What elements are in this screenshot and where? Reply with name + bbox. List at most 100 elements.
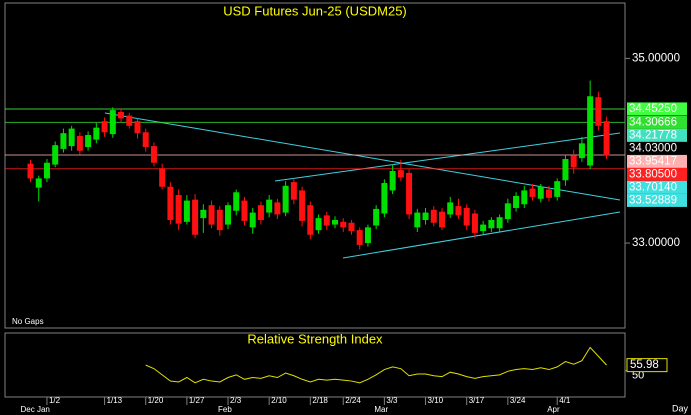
candle-body xyxy=(323,215,330,226)
level-label-box xyxy=(627,115,687,129)
y-tick-label: 35.00000 xyxy=(632,52,680,64)
level-label-box xyxy=(627,167,687,181)
candle-body xyxy=(142,132,149,148)
x-tick-label: 1/2 xyxy=(49,396,61,405)
x-tick-label: 1/13 xyxy=(107,396,123,405)
candle-body xyxy=(27,163,34,179)
candle-body xyxy=(299,190,306,221)
candle-body xyxy=(43,162,50,179)
candle-body xyxy=(208,205,215,225)
candle-body xyxy=(455,206,462,216)
candle-body xyxy=(175,195,182,224)
candle-body xyxy=(356,230,363,245)
trend-line xyxy=(342,211,621,259)
candle-body xyxy=(595,97,602,126)
rsi-panel xyxy=(4,332,626,398)
last-value-box xyxy=(626,358,668,373)
candle-body xyxy=(150,146,157,163)
candle-body xyxy=(381,183,388,214)
candle-body xyxy=(422,212,429,220)
x-tick-label: 3/3 xyxy=(386,396,398,405)
candle-body xyxy=(537,186,544,199)
candle-body xyxy=(332,219,339,225)
candle-body xyxy=(60,133,67,149)
x-tick-label: 2/18 xyxy=(312,396,328,405)
y-tick-label: 50 xyxy=(632,369,644,381)
candle-body xyxy=(603,121,610,156)
candle-body xyxy=(554,181,561,197)
candle-body xyxy=(241,200,248,221)
candle-body xyxy=(521,190,528,205)
candle-body xyxy=(68,128,75,147)
candle-body xyxy=(471,213,478,233)
level-label: 33.70140 xyxy=(629,181,677,193)
candle-body xyxy=(192,199,199,235)
candle-body xyxy=(513,195,520,208)
x-tick-label: 3/10 xyxy=(428,396,444,405)
x-tick-label: 2/3 xyxy=(230,396,242,405)
price-panel xyxy=(4,2,626,329)
candle-body xyxy=(52,145,59,165)
candle-body xyxy=(348,222,355,232)
candle-body xyxy=(430,209,437,223)
candle-body xyxy=(200,209,207,219)
candle-body xyxy=(504,203,511,220)
level-label-box xyxy=(627,141,687,155)
trend-line xyxy=(104,112,621,201)
level-label: 34.45250 xyxy=(629,103,677,115)
level-label: 33.80500 xyxy=(629,168,677,180)
candle-body xyxy=(463,207,470,226)
candle-body xyxy=(414,212,421,228)
level-label: 34.30666 xyxy=(629,116,677,128)
candle-body xyxy=(389,171,396,191)
month-label: Dec xyxy=(21,405,35,414)
y-tick-label: 33.00000 xyxy=(632,237,680,249)
candle-body xyxy=(406,172,413,215)
month-label: Mar xyxy=(374,405,388,414)
candle-body xyxy=(587,96,594,166)
rsi-title: Relative Strength Index xyxy=(247,331,383,346)
candle-body xyxy=(578,143,585,159)
level-label-box xyxy=(627,102,687,116)
candle-body xyxy=(562,159,569,181)
candle-body xyxy=(307,205,314,235)
candle-body xyxy=(529,188,536,197)
candle-body xyxy=(126,115,133,126)
level-label: 33.95417 xyxy=(629,155,677,167)
rsi-line xyxy=(145,346,607,384)
candle-body xyxy=(216,209,223,231)
level-label: 34.21778 xyxy=(629,129,677,141)
month-label: Feb xyxy=(218,405,232,414)
candle-body xyxy=(225,205,232,225)
candle-body xyxy=(183,200,190,222)
level-label-box xyxy=(627,180,687,194)
month-label: Jan xyxy=(37,405,50,414)
candle-body xyxy=(118,111,125,119)
candle-body xyxy=(315,218,322,231)
x-tick-label: 4/1 xyxy=(559,396,571,405)
mode-label: No Gaps xyxy=(12,317,44,326)
level-label: 34.03000 xyxy=(629,142,677,154)
level-label-box xyxy=(627,128,687,142)
candle-body xyxy=(373,208,380,226)
candle-body xyxy=(545,189,552,198)
candle-body xyxy=(290,182,297,200)
level-label-box xyxy=(627,154,687,168)
trend-line xyxy=(274,132,621,182)
candle-body xyxy=(257,205,264,220)
x-tick-label: 3/24 xyxy=(510,396,526,405)
candle-body xyxy=(134,121,141,134)
candle-body xyxy=(282,185,289,213)
x-tick-label: 3/17 xyxy=(469,396,485,405)
candle-body xyxy=(249,212,256,228)
candle-body xyxy=(274,202,281,215)
candle-body xyxy=(340,221,347,228)
level-label-box xyxy=(627,193,687,207)
candle-body xyxy=(167,186,174,220)
candle-body xyxy=(364,227,371,244)
candle-body xyxy=(488,219,495,229)
last-value-label: 55.98 xyxy=(630,359,659,371)
candle-body xyxy=(447,202,454,215)
candle-body xyxy=(93,127,100,140)
candle-body xyxy=(159,168,166,187)
